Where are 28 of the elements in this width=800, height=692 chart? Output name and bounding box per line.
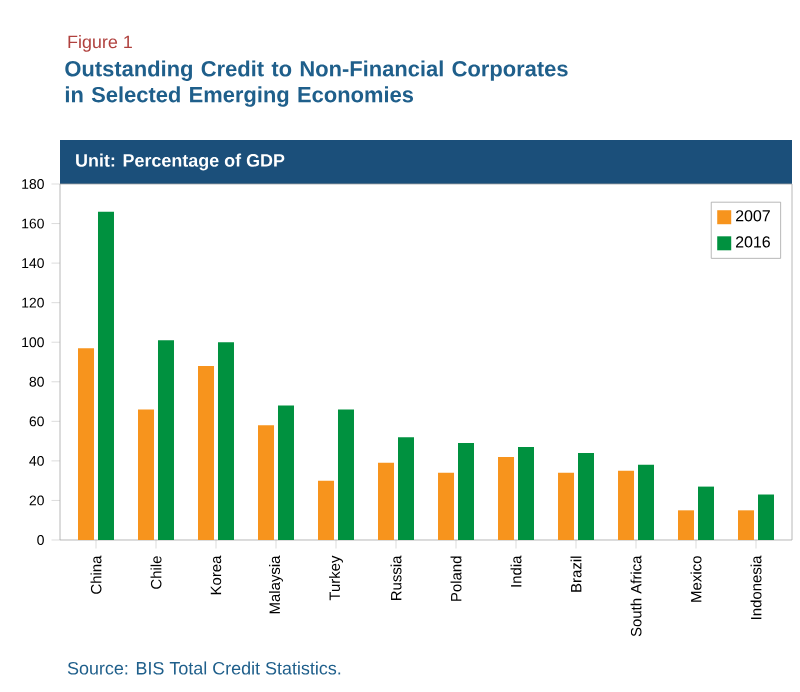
caption: Figure 1 [68, 35, 132, 52]
chart-title: Outstanding Credit to Non-Financial Corporates in Selected Emerging Economies [65, 60, 568, 107]
bar [217, 342, 234, 540]
bar [378, 462, 395, 540]
bar [157, 340, 174, 540]
bar [97, 211, 114, 540]
bar [277, 405, 294, 540]
bar [698, 486, 714, 540]
bar [258, 425, 275, 540]
bar [398, 437, 414, 540]
bar [578, 452, 594, 540]
bar [438, 472, 455, 540]
bar [458, 443, 474, 540]
bar [558, 472, 575, 540]
bar [738, 510, 755, 540]
bar [318, 480, 335, 540]
bar [638, 464, 654, 540]
bar [337, 409, 354, 540]
bar [138, 409, 155, 540]
bar [198, 365, 215, 540]
bar [758, 494, 774, 540]
bar [518, 447, 534, 540]
chart-subtitle: Unit: Percentage of GDP [76, 153, 285, 171]
bar [498, 456, 515, 540]
bar [678, 510, 695, 540]
bar [618, 470, 635, 540]
bar [78, 348, 95, 540]
source-note: Source: BIS Total Credit Statistics. [67, 661, 341, 675]
